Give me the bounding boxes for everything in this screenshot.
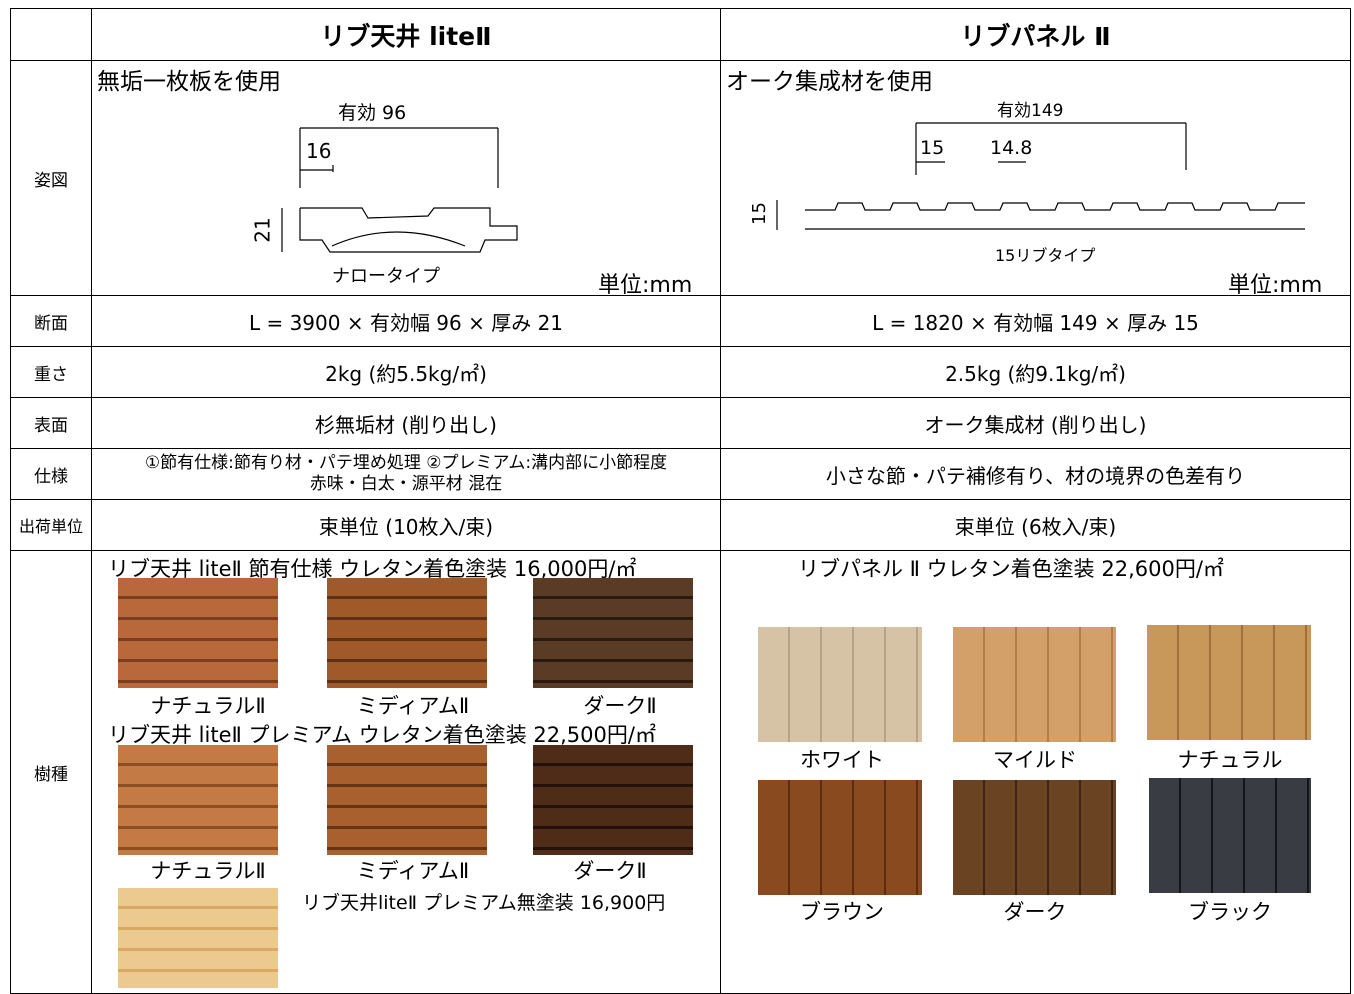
swatch-label: ミディアムⅡ [356, 694, 470, 718]
cell: ①節有仕様:節有り材・パテ埋め処理 ②プレミアム:溝内部に小節程度 赤味・白太・… [91, 448, 721, 500]
diagram-lines [281, 122, 1305, 253]
wood-swatch [758, 780, 922, 895]
cell: L = 3900 × 有効幅 96 × 厚み 21 [91, 295, 721, 347]
swatch-label: ダーク [1003, 900, 1067, 924]
swatch-label: ナチュラル [1177, 748, 1283, 772]
cell: 小さな節・パテ補修有り、材の境界の色差有り [720, 448, 1351, 500]
wood-swatch [1149, 778, 1311, 893]
swatch-label: ナチュラルⅡ [150, 859, 266, 883]
dimension: 15 [748, 202, 770, 225]
type-label: 15リブタイプ [995, 246, 1096, 265]
swatch-label: ダークⅡ [583, 694, 657, 718]
wood-swatch [758, 627, 922, 742]
row-label: 仕様 [10, 448, 92, 500]
dimension: 21 [250, 217, 275, 243]
cell: 2.5kg (約9.1kg/㎡) [720, 346, 1351, 398]
group-title: リブパネル Ⅱ ウレタン着色塗装 22,600円/㎡ [798, 557, 1224, 581]
cell: 2kg (約5.5kg/㎡) [91, 346, 721, 398]
wood-swatch [118, 888, 278, 988]
dimension: 有効 96 [338, 102, 407, 124]
wood-swatch [533, 745, 693, 855]
wood-swatch [953, 780, 1116, 895]
swatch-label: ダークⅡ [573, 859, 647, 883]
unit: 単位:mm [598, 273, 693, 298]
cell: 束単位 (10枚入/束) [91, 499, 721, 551]
group-title: リブ天井 liteⅡ 節有仕様 ウレタン着色塗装 16,000円/㎡ [108, 557, 637, 581]
swatch-label: ブラウン [800, 900, 884, 924]
type-label: ナロータイプ [332, 266, 440, 287]
dimension: 15 [920, 137, 945, 159]
row-label: 断面 [10, 295, 92, 347]
swatch-label: マイルド [993, 748, 1077, 772]
swatch-label: ミディアムⅡ [356, 859, 470, 883]
wood-swatch [953, 627, 1116, 742]
row-label: 表面 [10, 397, 92, 449]
wood-swatch [533, 578, 693, 688]
swatch-label: ブラック [1188, 900, 1272, 924]
caption: 無垢一枚板を使用 [97, 69, 281, 95]
dimension: 14.8 [990, 137, 1033, 159]
dimension: 16 [306, 139, 332, 163]
wood-swatch [1147, 625, 1311, 740]
swatch-label: ナチュラルⅡ [150, 694, 266, 718]
cell: L = 1820 × 有効幅 149 × 厚み 15 [720, 295, 1351, 347]
group-title: リブ天井 liteⅡ プレミアム ウレタン着色塗装 22,500円/㎡ [108, 723, 656, 747]
cell: 束単位 (6枚入/束) [720, 499, 1351, 551]
row-label: 出荷単位 [10, 499, 92, 551]
group-title: リブ天井liteⅡ プレミアム無塗装 16,900円 [302, 892, 666, 914]
dimension: 有効149 [997, 101, 1064, 121]
row-label: 重さ [10, 346, 92, 398]
caption: オーク集成材を使用 [726, 69, 933, 95]
cell: 杉無垢材 (削り出し) [91, 397, 721, 449]
text-line: ①節有仕様:節有り材・パテ埋め処理 ②プレミアム:溝内部に小節程度 [144, 453, 668, 473]
text-line: 赤味・白太・源平材 混在 [309, 474, 503, 494]
cell: オーク集成材 (削り出し) [720, 397, 1351, 449]
unit: 単位:mm [1228, 273, 1323, 298]
wood-swatch [327, 745, 487, 855]
wood-swatch [118, 745, 278, 855]
swatch-label: ホワイト [800, 748, 884, 772]
wood-swatch [327, 578, 487, 688]
wood-swatch [118, 578, 278, 688]
row-label: 樹種 [10, 550, 92, 994]
